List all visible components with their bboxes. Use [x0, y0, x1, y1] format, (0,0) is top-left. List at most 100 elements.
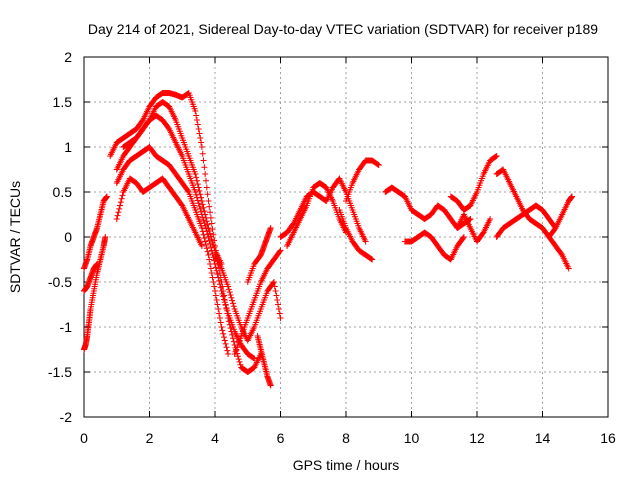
- series-12: [277, 175, 369, 245]
- data-point: [467, 216, 474, 222]
- x-tick-label: 0: [80, 430, 88, 446]
- data-point: [195, 184, 202, 191]
- data-point: [201, 164, 208, 171]
- data-point: [223, 304, 230, 311]
- y-tick-label: -2: [60, 409, 73, 425]
- data-point: [118, 195, 125, 202]
- data-point: [277, 315, 284, 321]
- y-tick-label: 1: [64, 139, 72, 155]
- data-point: [198, 208, 205, 215]
- series-3: [107, 90, 264, 375]
- series-17: [401, 229, 467, 263]
- data-point: [251, 355, 258, 362]
- data-point: [94, 261, 101, 267]
- data-point: [198, 144, 205, 150]
- data-point: [195, 126, 202, 132]
- data-point: [209, 274, 216, 281]
- series-0: [81, 193, 110, 272]
- data-point: [194, 181, 201, 188]
- y-tick-label: 0.5: [53, 184, 73, 200]
- data-point: [230, 300, 237, 307]
- y-tick-label: 1.5: [53, 94, 73, 110]
- data-point: [214, 271, 221, 278]
- x-tick-label: 14: [535, 430, 551, 446]
- data-point: [211, 283, 218, 290]
- data-point: [225, 286, 232, 293]
- data-point: [200, 157, 207, 164]
- data-point: [115, 209, 122, 216]
- y-tick-label: 0: [64, 229, 72, 245]
- y-tick-labels: -2 -1.5 -1 -0.5 0 0.5 1 1.5 2: [48, 49, 72, 425]
- data-point: [204, 221, 211, 228]
- series-15: [336, 207, 376, 263]
- data-point: [212, 292, 219, 299]
- series-9: [231, 247, 284, 357]
- data-point: [209, 226, 216, 233]
- data-point: [202, 238, 209, 245]
- data-point: [271, 283, 278, 290]
- data-point: [195, 200, 202, 207]
- data-point: [234, 353, 241, 360]
- data-point: [275, 306, 282, 312]
- data-point: [194, 197, 201, 204]
- series-19: [454, 211, 494, 245]
- data-point: [235, 356, 242, 363]
- data-point: [272, 288, 279, 294]
- x-tick-label: 4: [211, 430, 219, 446]
- data-point: [203, 184, 210, 191]
- data-point: [209, 239, 216, 246]
- series-11: [254, 333, 274, 389]
- data-point: [226, 289, 233, 296]
- data-point: [369, 256, 376, 263]
- series-5: [113, 144, 232, 357]
- data-point: [207, 261, 214, 267]
- data-point: [210, 279, 217, 285]
- data-point: [208, 220, 215, 227]
- data-point: [221, 299, 228, 306]
- data-point: [199, 228, 206, 235]
- y-tick-label: -0.5: [48, 274, 72, 290]
- series-7: [120, 99, 225, 267]
- series-21: [493, 202, 559, 240]
- data-point: [208, 270, 215, 276]
- data-point: [196, 187, 203, 194]
- data-point: [202, 177, 209, 184]
- data-point: [192, 171, 199, 177]
- series-2: [81, 261, 101, 294]
- x-axis-label: GPS time / hours: [293, 457, 400, 473]
- data-point: [113, 216, 120, 222]
- data-point: [270, 279, 277, 285]
- data-point: [460, 234, 467, 240]
- data-point: [207, 230, 214, 237]
- data-point: [196, 203, 203, 210]
- data-point: [203, 218, 210, 225]
- data-point: [225, 283, 232, 290]
- data-point: [375, 162, 382, 168]
- data-point: [267, 225, 274, 231]
- data-point: [374, 161, 381, 168]
- data-point: [274, 297, 281, 303]
- data-point: [215, 306, 222, 312]
- data-point: [368, 255, 375, 262]
- data-point: [202, 171, 209, 177]
- series-22: [546, 193, 575, 240]
- data-point: [193, 117, 200, 123]
- series-18: [447, 153, 500, 213]
- data-point: [193, 191, 200, 198]
- data-point: [487, 216, 494, 222]
- data-point: [193, 112, 200, 119]
- data-point: [202, 214, 209, 221]
- data-point: [273, 292, 280, 299]
- data-point: [200, 204, 207, 211]
- data-point: [236, 358, 243, 365]
- x-tick-label: 10: [404, 430, 420, 446]
- data-point: [119, 192, 126, 199]
- data-point: [184, 187, 191, 194]
- data-point: [362, 238, 369, 245]
- data-point: [237, 361, 244, 368]
- data-point: [117, 202, 124, 209]
- data-point: [222, 340, 229, 347]
- data-point: [221, 296, 228, 303]
- data-point: [198, 139, 205, 146]
- data-point: [208, 236, 215, 243]
